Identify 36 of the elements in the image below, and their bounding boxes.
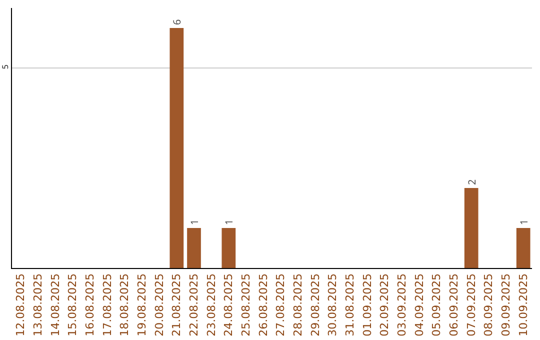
- x-tick-label: 09.09.2025: [500, 273, 513, 336]
- x-tick-label: 29.08.2025: [308, 273, 322, 336]
- x-tick-label: 28.08.2025: [292, 273, 305, 336]
- x-tick-label: 16.08.2025: [84, 273, 97, 336]
- x-tick-label: 22.08.2025: [188, 273, 201, 336]
- x-tick-label: 10.09.2025: [516, 273, 530, 336]
- x-tick-label: 18.08.2025: [118, 273, 132, 336]
- x-tick-label: 07.09.2025: [464, 273, 478, 336]
- x-tick-label: 12.08.2025: [14, 273, 28, 336]
- x-tick-label: 08.09.2025: [482, 273, 496, 336]
- x-tick-label: 24.08.2025: [222, 273, 236, 336]
- x-tick-label: 26.08.2025: [256, 273, 270, 336]
- x-tick-label: 03.09.2025: [396, 273, 409, 336]
- x-tick-label: 20.08.2025: [152, 273, 166, 336]
- x-tick-label: 14.08.2025: [48, 273, 62, 336]
- x-tick-label: 19.08.2025: [136, 273, 149, 336]
- data-label: 6: [170, 19, 184, 25]
- data-label: 1: [516, 219, 530, 225]
- x-tick-label: 30.08.2025: [326, 273, 340, 336]
- x-tick-label: 27.08.2025: [274, 273, 288, 336]
- data-label: 1: [222, 219, 236, 225]
- x-tick-label: 02.09.2025: [378, 273, 392, 336]
- data-label: 2: [464, 179, 478, 185]
- x-tick-label: 13.08.2025: [32, 273, 45, 336]
- x-tick-label: 01.09.2025: [360, 273, 374, 336]
- x-tick-label: 15.08.2025: [66, 273, 80, 336]
- x-tick-label: 21.08.2025: [170, 273, 184, 336]
- x-tick-label: 31.08.2025: [344, 273, 357, 336]
- x-tick-label: 17.08.2025: [100, 273, 114, 336]
- x-tick-label: 04.09.2025: [412, 273, 426, 336]
- x-tick-label: 25.08.2025: [240, 273, 253, 336]
- x-tick-label: 05.09.2025: [430, 273, 444, 336]
- y-tick-label: 5: [0, 64, 11, 70]
- data-label: 1: [187, 219, 201, 225]
- x-tick-label: 23.08.2025: [204, 273, 218, 336]
- x-tick-label: 06.09.2025: [448, 273, 461, 336]
